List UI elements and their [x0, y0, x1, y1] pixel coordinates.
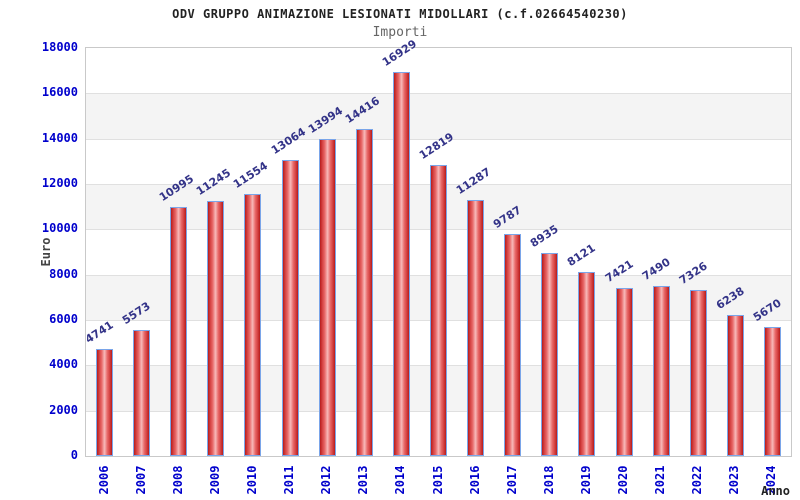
bar [207, 201, 225, 456]
bar [170, 206, 188, 456]
plot-band [86, 93, 791, 139]
bar-value-label: 16929 [379, 37, 419, 70]
bar [652, 286, 670, 456]
bar [392, 72, 410, 456]
x-tick-label: 2023 [727, 465, 742, 495]
y-tick-label: 12000 [41, 176, 78, 190]
y-tick-label: 14000 [41, 130, 78, 145]
y-tick-label: 16000 [41, 85, 78, 100]
chart-subtitle: Importi [372, 25, 428, 40]
bar [763, 327, 781, 456]
y-tick-label: 10000 [41, 221, 78, 236]
x-tick-label: 2011 [282, 465, 297, 495]
x-tick-label: 2015 [430, 465, 445, 495]
x-tick-label: 2021 [653, 465, 668, 495]
x-tick-label: 2006 [96, 465, 111, 495]
y-tick-label: 6000 [49, 312, 78, 326]
x-tick-label: 2013 [356, 465, 371, 495]
x-tick-label: 2016 [467, 465, 482, 495]
gridline [86, 139, 791, 140]
x-tick-label: 2022 [690, 465, 705, 495]
bar-value-label: 8121 [565, 241, 599, 269]
bar [318, 138, 336, 456]
bar [96, 348, 114, 456]
x-tick-label: 2019 [578, 465, 593, 495]
bar [689, 289, 707, 456]
x-tick-label: 2020 [616, 465, 631, 495]
bar [244, 194, 262, 456]
gridline [86, 93, 791, 94]
y-tick-label: 2000 [49, 402, 78, 417]
x-tick-label: 2009 [207, 465, 222, 495]
plot-area: 4741 5573 10995 11245 11554 13064 13994 14416 16… [82, 38, 792, 457]
y-tick-label: 8000 [49, 266, 78, 281]
bar [615, 287, 633, 456]
x-tick-label: 2012 [319, 465, 334, 495]
x-tick-label: 2014 [393, 465, 408, 495]
chart-title: ODV GRUPPO ANIMAZIONE LESIONATI MIDOLLAR… [172, 7, 628, 21]
x-tick-label: 2018 [541, 465, 556, 495]
bar [541, 253, 559, 456]
bar [467, 200, 485, 456]
bar [430, 165, 447, 456]
bar [355, 129, 373, 456]
x-tick-label: 2008 [170, 465, 185, 495]
x-tick-label: 2010 [244, 465, 259, 495]
bar [726, 314, 744, 456]
x-axis-title: Anno [761, 484, 790, 498]
x-tick-label: 2007 [133, 465, 148, 495]
bar [281, 159, 299, 456]
y-tick-label: 18000 [41, 40, 78, 54]
bar [578, 271, 596, 456]
y-tick-label: 0 [70, 448, 78, 462]
x-tick-label: 2017 [504, 465, 519, 495]
bar-value-label: 4741 [82, 317, 116, 346]
y-axis-title: Euro [39, 237, 53, 267]
y-tick-label: 4000 [49, 357, 78, 372]
bar [133, 329, 151, 456]
bar [504, 234, 522, 456]
